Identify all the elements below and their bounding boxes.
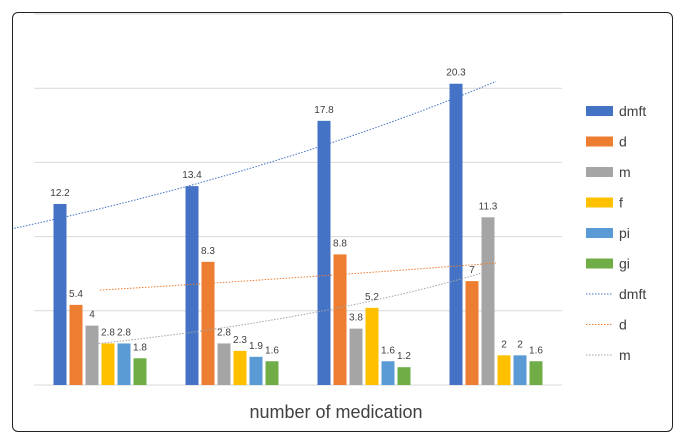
- bar-gi: [397, 367, 411, 385]
- bar-d: [465, 281, 479, 385]
- bar-d: [201, 261, 215, 385]
- data-label-f: 2.3: [233, 335, 247, 346]
- legend-swatch-m: [586, 167, 613, 177]
- data-label-m: 2.8: [217, 327, 231, 338]
- data-label-gi: 1.2: [397, 351, 411, 362]
- legend-label-pi: pi: [619, 225, 630, 241]
- data-label-dmft: 13.4: [182, 170, 202, 181]
- bar-dmft: [185, 186, 199, 385]
- legend-label-f: f: [619, 195, 623, 211]
- data-label-gi: 1.8: [133, 342, 147, 353]
- bar-f: [101, 343, 115, 385]
- bar-pi: [117, 343, 131, 385]
- data-label-dmft: 12.2: [50, 188, 70, 199]
- data-label-pi: 1.6: [381, 345, 395, 356]
- x-axis-label: number of medication: [249, 402, 422, 422]
- trendline-dmft: [14, 80, 497, 229]
- legend-label-d: d: [619, 134, 627, 150]
- bar-d: [333, 254, 347, 385]
- bar-chart: 12.2 13.4 17.8 20.3 5.4 8.3 8.8 7 4 2.8 3.8 11.3 2.8…: [14, 13, 646, 422]
- bar-f: [497, 355, 511, 385]
- data-label-d: 8.8: [333, 238, 347, 249]
- legend-swatch-d: [586, 136, 613, 147]
- bar-dmft: [449, 83, 463, 386]
- data-label-gi: 1.6: [529, 345, 543, 356]
- bars: 12.2 13.4 17.8 20.3 5.4 8.3 8.8 7 4 2.8 3.8 11.3 2.8…: [50, 68, 543, 386]
- bar-gi: [133, 358, 147, 385]
- legend-swatch-gi: [586, 258, 613, 269]
- bar-gi: [529, 361, 543, 385]
- legend-label-gi: gi: [619, 256, 630, 272]
- bar-dmft: [53, 203, 67, 385]
- bar-f: [233, 350, 247, 385]
- legend-swatch-f: [586, 197, 613, 208]
- bar-m: [85, 325, 99, 385]
- bar-dmft: [317, 120, 331, 386]
- data-label-gi: 1.6: [265, 345, 279, 356]
- bar-pi: [513, 355, 527, 385]
- trendlines: [14, 80, 497, 346]
- bar-pi: [381, 361, 395, 385]
- data-label-f: 5.2: [365, 292, 379, 303]
- data-label-d: 8.3: [201, 246, 215, 257]
- data-label-d: 5.4: [69, 289, 83, 300]
- data-label-dmft: 20.3: [446, 68, 466, 79]
- data-label-d: 7: [469, 265, 475, 276]
- data-label-pi: 2.8: [117, 327, 131, 338]
- data-label-f: 2.8: [101, 327, 115, 338]
- bar-m: [217, 343, 231, 385]
- data-label-f: 2: [501, 339, 507, 350]
- legend-trend-label-d: d: [619, 317, 627, 333]
- legend-label-m: m: [619, 164, 631, 180]
- data-label-pi: 2: [517, 339, 523, 350]
- legend-swatch-dmft: [586, 106, 613, 116]
- trendline-d: [99, 262, 497, 291]
- bar-gi: [265, 361, 279, 385]
- data-label-m: 4: [89, 310, 95, 321]
- data-label-pi: 1.9: [249, 341, 263, 352]
- data-label-dmft: 17.8: [314, 105, 334, 116]
- data-label-m: 3.8: [349, 313, 363, 324]
- bar-d: [69, 304, 83, 385]
- legend-swatch-pi: [586, 228, 613, 238]
- bar-m: [349, 328, 363, 385]
- legend-trend-label-m: m: [619, 347, 631, 363]
- legend-label-dmft: dmft: [619, 103, 646, 119]
- bar-pi: [249, 356, 263, 385]
- bar-f: [365, 307, 379, 385]
- data-label-m: 11.3: [479, 201, 498, 212]
- trendline-m: [86, 268, 497, 346]
- bar-m: [481, 217, 495, 385]
- legend-trend-label-dmft: dmft: [619, 286, 646, 302]
